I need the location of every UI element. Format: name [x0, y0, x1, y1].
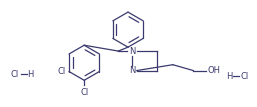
- Text: Cl: Cl: [241, 72, 249, 81]
- Text: N: N: [129, 66, 135, 75]
- Text: Cl: Cl: [11, 70, 19, 79]
- Text: H: H: [226, 72, 233, 81]
- Text: N: N: [129, 47, 135, 56]
- Text: H: H: [27, 70, 34, 79]
- Text: Cl: Cl: [80, 88, 88, 97]
- Text: OH: OH: [208, 66, 221, 75]
- Text: Cl: Cl: [58, 67, 66, 76]
